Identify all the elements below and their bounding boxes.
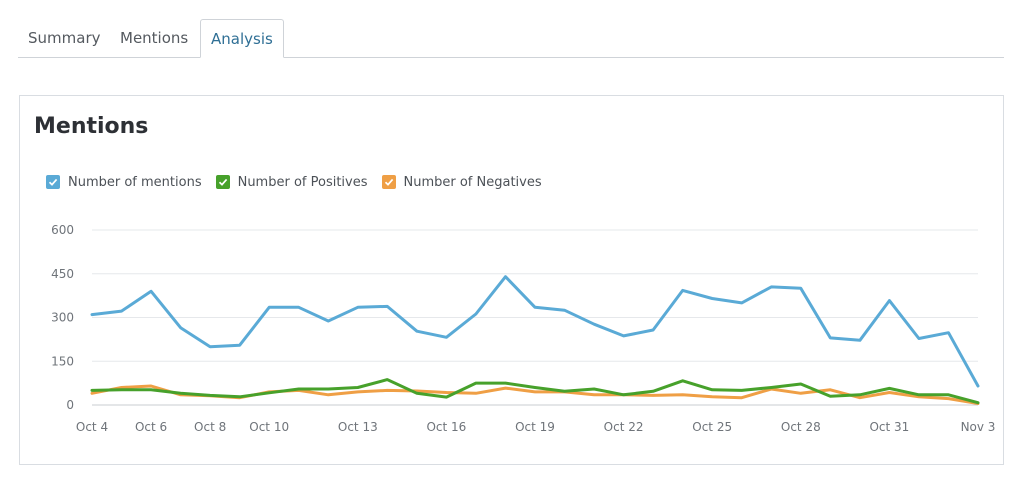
tab-bar: Summary Mentions Analysis xyxy=(18,19,1004,58)
tab-mentions[interactable]: Mentions xyxy=(120,29,189,47)
x-tick-label: Oct 10 xyxy=(249,420,289,434)
panel-title: Mentions xyxy=(34,114,149,139)
tab-summary[interactable]: Summary xyxy=(28,29,101,47)
x-tick-label: Oct 25 xyxy=(692,420,732,434)
x-tick-label: Oct 4 xyxy=(76,420,108,434)
x-tick-label: Oct 28 xyxy=(781,420,821,434)
x-tick-label: Oct 6 xyxy=(135,420,167,434)
checkbox-icon xyxy=(215,175,230,189)
x-tick-label: Nov 3 xyxy=(961,420,996,434)
legend-label: Number of Negatives xyxy=(403,174,542,190)
checkbox-icon xyxy=(46,175,60,189)
x-tick-label: Oct 8 xyxy=(194,420,226,434)
chart-legend: Number of mentions Number of Positives N… xyxy=(46,173,556,191)
y-tick-label: 150 xyxy=(51,354,74,368)
x-tick-label: Oct 31 xyxy=(869,420,909,434)
checkbox-icon xyxy=(381,175,396,189)
legend-label: Number of mentions xyxy=(68,174,202,190)
x-tick-label: Oct 16 xyxy=(426,420,466,434)
series-line-number-of-positives xyxy=(90,378,980,405)
x-tick-label: Oct 13 xyxy=(338,420,378,434)
x-tick-label: Oct 22 xyxy=(604,420,644,434)
legend-label: Number of Positives xyxy=(237,174,368,190)
tab-analysis[interactable]: Analysis xyxy=(200,19,284,58)
y-tick-label: 450 xyxy=(51,267,74,281)
y-tick-label: 0 xyxy=(66,398,74,412)
y-tick-label: 300 xyxy=(51,311,74,325)
x-tick-label: Oct 19 xyxy=(515,420,555,434)
legend-item-negatives[interactable]: Number of Negatives xyxy=(381,174,542,190)
mentions-panel: Mentions Number of mentions Number of Po… xyxy=(19,95,1004,465)
series-line-number-of-mentions xyxy=(90,275,980,388)
legend-item-positives[interactable]: Number of Positives xyxy=(215,174,368,190)
legend-item-mentions[interactable]: Number of mentions xyxy=(46,175,202,190)
y-tick-label: 600 xyxy=(51,223,74,237)
